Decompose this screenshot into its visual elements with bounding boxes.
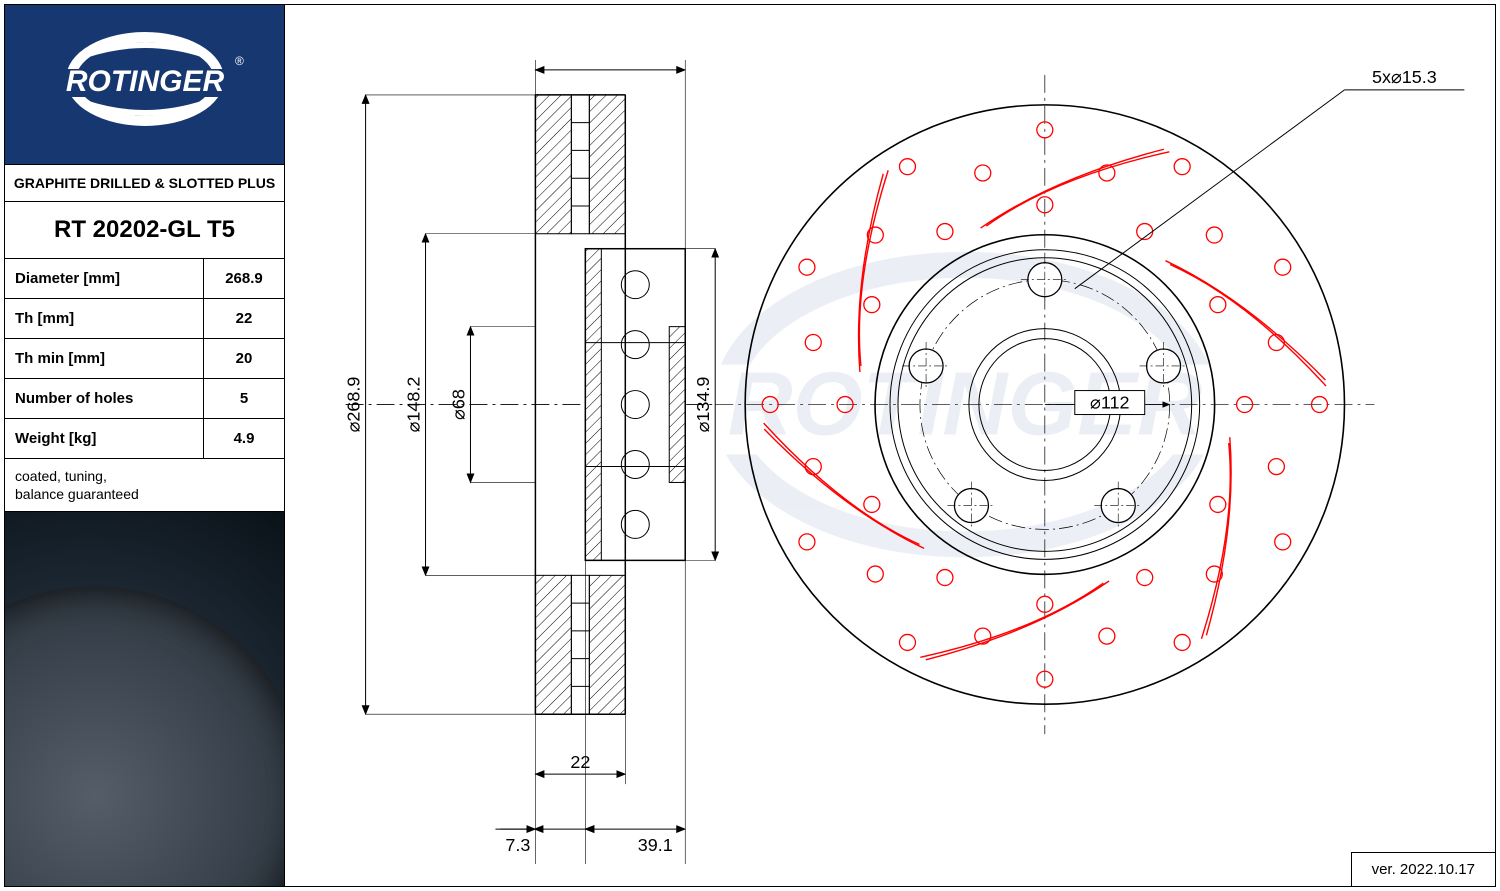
spec-value: 22 xyxy=(204,299,284,338)
section-view: ⌀268.9 ⌀148.2 ⌀68 ⌀134.9 22 7.3 39.1 xyxy=(344,60,716,864)
spec-label: Weight [kg] xyxy=(5,419,204,458)
svg-text:39.1: 39.1 xyxy=(638,835,673,855)
svg-text:⌀112: ⌀112 xyxy=(1090,393,1129,413)
bolt-callout: 5x⌀15.3 xyxy=(1075,67,1465,289)
spec-row: Number of holes5 xyxy=(5,379,284,419)
svg-text:22: 22 xyxy=(570,752,590,772)
spec-row: Diameter [mm]268.9 xyxy=(5,259,284,299)
spec-value: 268.9 xyxy=(204,259,284,298)
spec-label: Number of holes xyxy=(5,379,204,418)
spec-value: 20 xyxy=(204,339,284,378)
drawing-svg: ROTINGER ⌀268.9⌀148.2⌀68⌀134.9227.339.1 … xyxy=(285,5,1495,886)
part-number: RT 20202-GL T5 xyxy=(5,202,284,259)
spec-row: Weight [kg]4.9 xyxy=(5,419,284,459)
technical-drawing: ROTINGER ⌀268.9⌀148.2⌀68⌀134.9227.339.1 … xyxy=(285,5,1495,886)
page-frame: ROTINGER ® GRAPHITE DRILLED & SLOTTED PL… xyxy=(4,4,1496,887)
spec-label: Th [mm] xyxy=(5,299,204,338)
svg-text:⌀148.2: ⌀148.2 xyxy=(404,377,424,433)
svg-text:5x⌀15.3: 5x⌀15.3 xyxy=(1372,67,1437,87)
svg-text:⌀268.9: ⌀268.9 xyxy=(344,377,364,433)
svg-text:7.3: 7.3 xyxy=(505,835,530,855)
svg-text:®: ® xyxy=(235,54,244,68)
spec-value: 5 xyxy=(204,379,284,418)
spec-row: Th min [mm]20 xyxy=(5,339,284,379)
notes: coated, tuning,balance guaranteed xyxy=(5,459,284,512)
product-line: GRAPHITE DRILLED & SLOTTED PLUS xyxy=(5,165,284,202)
svg-text:⌀68: ⌀68 xyxy=(448,389,468,420)
spec-label: Th min [mm] xyxy=(5,339,204,378)
product-photo xyxy=(5,512,284,886)
rotinger-logo: ROTINGER ® xyxy=(35,25,255,145)
brand-logo-cell: ROTINGER ® xyxy=(5,5,284,165)
svg-text:ROTINGER: ROTINGER xyxy=(65,65,224,98)
spec-row: Th [mm]22 xyxy=(5,299,284,339)
spec-panel: ROTINGER ® GRAPHITE DRILLED & SLOTTED PL… xyxy=(5,5,285,886)
version-label: ver. 2022.10.17 xyxy=(1351,852,1495,886)
spec-label: Diameter [mm] xyxy=(5,259,204,298)
spec-value: 4.9 xyxy=(204,419,284,458)
svg-text:⌀134.9: ⌀134.9 xyxy=(693,377,713,433)
